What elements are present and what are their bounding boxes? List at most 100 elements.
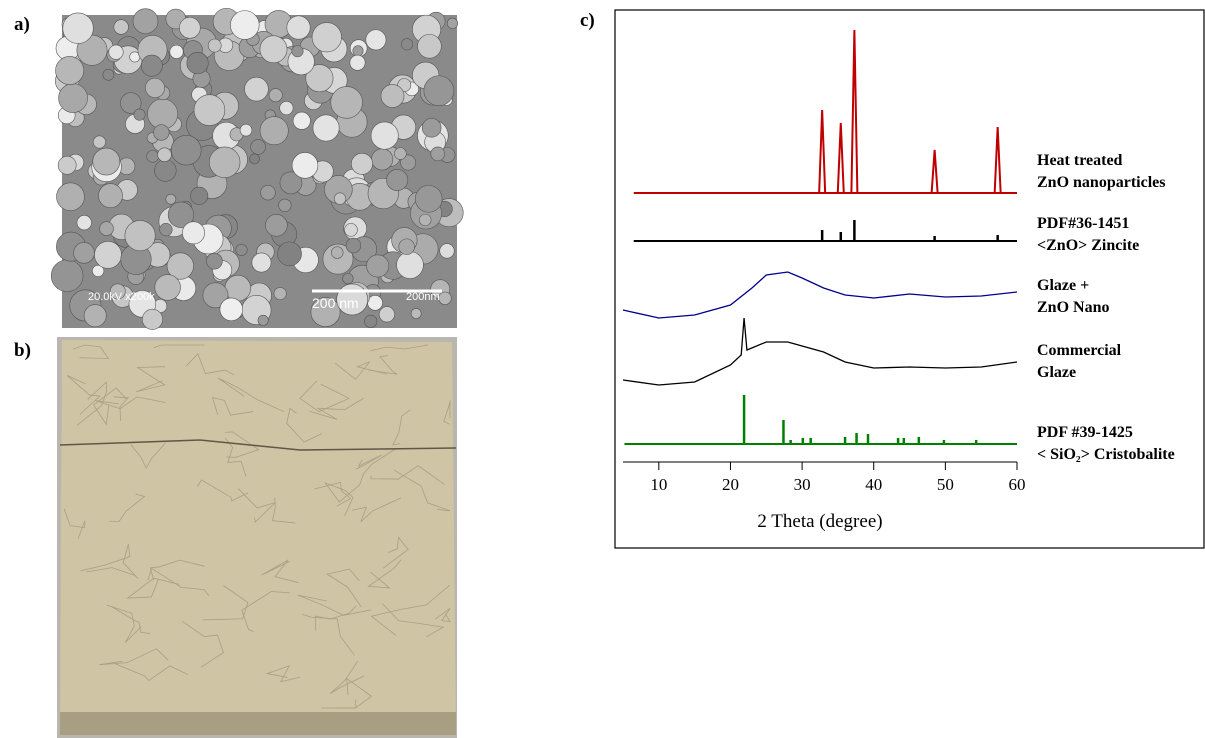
grain <box>154 274 181 301</box>
grain <box>330 86 363 119</box>
grain <box>58 83 88 113</box>
grain <box>398 238 415 255</box>
grain <box>207 38 222 53</box>
grain <box>167 201 195 228</box>
legend-entry: <ZnO> Zincite <box>1037 237 1139 254</box>
crack <box>302 613 355 656</box>
grain <box>165 193 177 205</box>
grain <box>57 155 77 175</box>
legend-entry: Glaze <box>1037 364 1076 381</box>
grain <box>400 38 414 51</box>
crack <box>324 482 354 516</box>
grain <box>179 17 201 39</box>
grain <box>109 283 126 300</box>
crack <box>382 536 409 569</box>
grain <box>50 259 84 292</box>
crack <box>99 648 169 666</box>
grain <box>311 22 342 53</box>
grain <box>419 213 432 227</box>
legend-entry: Heat treated <box>1037 152 1123 169</box>
crack <box>321 699 357 709</box>
grain <box>305 64 334 93</box>
grain <box>365 29 387 51</box>
pattern-line <box>622 271 1018 319</box>
x-tick-label: 50 <box>937 475 954 494</box>
grain <box>286 15 311 40</box>
grain <box>370 121 399 150</box>
grain <box>98 183 123 208</box>
crack <box>351 497 402 523</box>
grain <box>349 54 366 71</box>
crack <box>237 488 276 523</box>
grain <box>278 198 292 212</box>
grain <box>421 118 442 138</box>
grain <box>251 252 272 273</box>
grain <box>312 114 340 142</box>
grain <box>206 252 223 270</box>
crack <box>182 621 224 668</box>
grain <box>142 308 163 330</box>
crack <box>381 603 445 638</box>
crack <box>113 396 130 421</box>
x-tick-label: 20 <box>722 475 739 494</box>
grain <box>366 254 390 278</box>
crack <box>261 559 299 584</box>
grain <box>396 251 424 279</box>
grain <box>169 44 184 59</box>
grain <box>279 101 294 116</box>
grain <box>277 241 302 267</box>
grain <box>322 243 354 275</box>
grain <box>193 94 226 126</box>
grain <box>140 54 163 77</box>
grain <box>394 147 407 160</box>
grain <box>249 153 260 165</box>
crack <box>76 381 108 426</box>
grain <box>159 223 173 237</box>
grain <box>371 148 394 171</box>
crack <box>59 439 457 451</box>
grain <box>92 147 121 176</box>
crack <box>72 344 110 359</box>
grain <box>62 12 94 44</box>
crack <box>217 377 285 413</box>
crack <box>309 397 364 420</box>
grain <box>219 297 243 322</box>
crack <box>394 469 451 512</box>
legend-entry: Commercial <box>1037 342 1122 359</box>
legend-entry: Glaze + <box>1037 277 1089 294</box>
crack <box>265 665 301 683</box>
panel-label: c) <box>580 10 595 31</box>
legend-entry: ZnO Nano <box>1037 299 1109 316</box>
grain <box>230 10 260 40</box>
grain <box>92 135 106 149</box>
grain <box>190 186 209 205</box>
grain <box>257 314 269 326</box>
grain <box>414 185 443 213</box>
crack <box>367 559 402 589</box>
grain <box>145 77 165 98</box>
grain <box>120 92 142 114</box>
crack <box>63 508 86 539</box>
grain <box>423 75 455 107</box>
crack <box>370 465 445 485</box>
grain <box>94 241 122 269</box>
grain <box>113 19 129 35</box>
x-tick-label: 40 <box>865 475 882 494</box>
grain <box>273 287 287 301</box>
crack <box>271 497 296 524</box>
crack <box>297 594 372 616</box>
grain <box>310 297 341 327</box>
grain <box>364 314 378 328</box>
crack <box>202 585 249 621</box>
crack <box>286 407 322 443</box>
grain <box>292 111 311 130</box>
annotation: 20.0kV x200k <box>88 291 155 303</box>
grain <box>171 134 202 166</box>
crack <box>115 663 189 682</box>
grain <box>166 252 194 280</box>
grain <box>133 108 146 121</box>
crack <box>314 605 357 631</box>
legend-entry: PDF #39-1425 <box>1037 424 1133 441</box>
sem-grains <box>50 7 464 330</box>
